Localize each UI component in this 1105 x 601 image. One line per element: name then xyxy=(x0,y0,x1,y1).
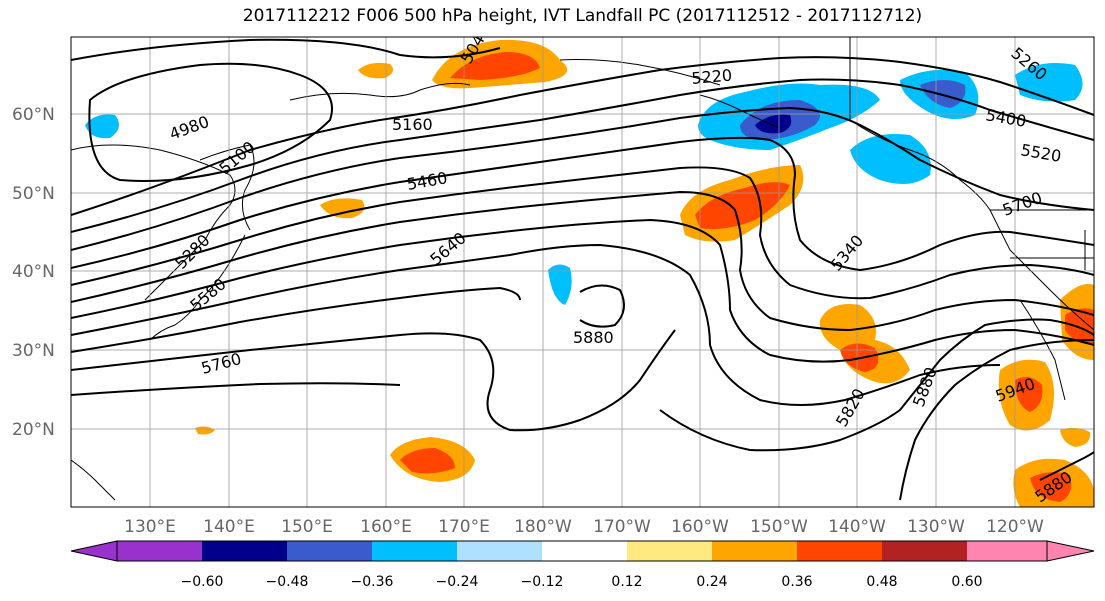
colorbar-tick-label: −0.60 xyxy=(181,574,224,590)
lat-tick: 30°N xyxy=(12,341,55,361)
contour-label: 5160 xyxy=(392,115,433,134)
colorbar-extend-max xyxy=(1046,540,1095,562)
map-frame xyxy=(70,36,1095,508)
lon-tick: 150°E xyxy=(281,517,333,537)
colorbar-tick-label: −0.24 xyxy=(436,574,479,590)
colorbar-extend-min xyxy=(70,540,118,562)
colorbar-tick-label: 0.24 xyxy=(696,574,727,590)
lon-tick: 130°E xyxy=(124,517,176,537)
graticule xyxy=(71,37,1094,507)
colorbar-segment xyxy=(797,541,882,561)
lat-labels: 60°N 50°N 40°N 30°N 20°N xyxy=(12,105,55,440)
lon-tick: 170°W xyxy=(593,517,651,537)
lat-tick: 20°N xyxy=(12,420,55,440)
colorbar-segment xyxy=(287,541,372,561)
lat-tick: 60°N xyxy=(12,105,55,125)
colorbar-segment xyxy=(882,541,967,561)
lon-tick: 170°E xyxy=(438,517,490,537)
colorbar-tick-label: 0.60 xyxy=(951,574,982,590)
lon-tick: 160°W xyxy=(671,517,729,537)
colorbar-segment xyxy=(117,541,202,561)
lon-tick: 160°E xyxy=(360,517,412,537)
colorbar-frame xyxy=(116,540,1048,562)
coastlines xyxy=(71,37,1094,501)
contour-label: 5220 xyxy=(691,66,733,88)
lon-tick: 140°E xyxy=(203,517,255,537)
colorbar-segment xyxy=(627,541,712,561)
lon-tick: 120°W xyxy=(986,517,1044,537)
colorbar-segment xyxy=(712,541,797,561)
lat-tick: 40°N xyxy=(12,262,55,282)
colorbar-segment xyxy=(202,541,287,561)
lat-tick: 50°N xyxy=(12,184,55,204)
colorbar-tick-label: 0.36 xyxy=(781,574,812,590)
lon-tick: 140°W xyxy=(828,517,886,537)
colorbar-segment xyxy=(372,541,457,561)
colorbar-tick-label: −0.48 xyxy=(266,574,309,590)
colorbar-tick-label: −0.12 xyxy=(521,574,564,590)
colorbar-tick-label: 0.48 xyxy=(866,574,897,590)
contour-label: 5880 xyxy=(573,328,614,347)
colorbar-tick-label: 0.12 xyxy=(611,574,642,590)
colorbar-segment xyxy=(967,541,1047,561)
colorbar-tick-label: −0.36 xyxy=(351,574,394,590)
colorbar: −0.60 −0.48 −0.36 −0.24 −0.12 0.12 0.24 … xyxy=(70,540,1095,590)
height-contours xyxy=(71,38,1094,501)
map-title: 2017112212 F006 500 hPa height, IVT Land… xyxy=(242,6,923,26)
lon-tick: 130°W xyxy=(907,517,965,537)
lon-labels: 130°E 140°E 150°E 160°E 170°E 180°W 170°… xyxy=(124,517,1044,537)
lon-tick: 150°W xyxy=(750,517,808,537)
colorbar-segment xyxy=(457,541,542,561)
lon-tick: 180°W xyxy=(514,517,572,537)
colorbar-segment xyxy=(542,541,627,561)
